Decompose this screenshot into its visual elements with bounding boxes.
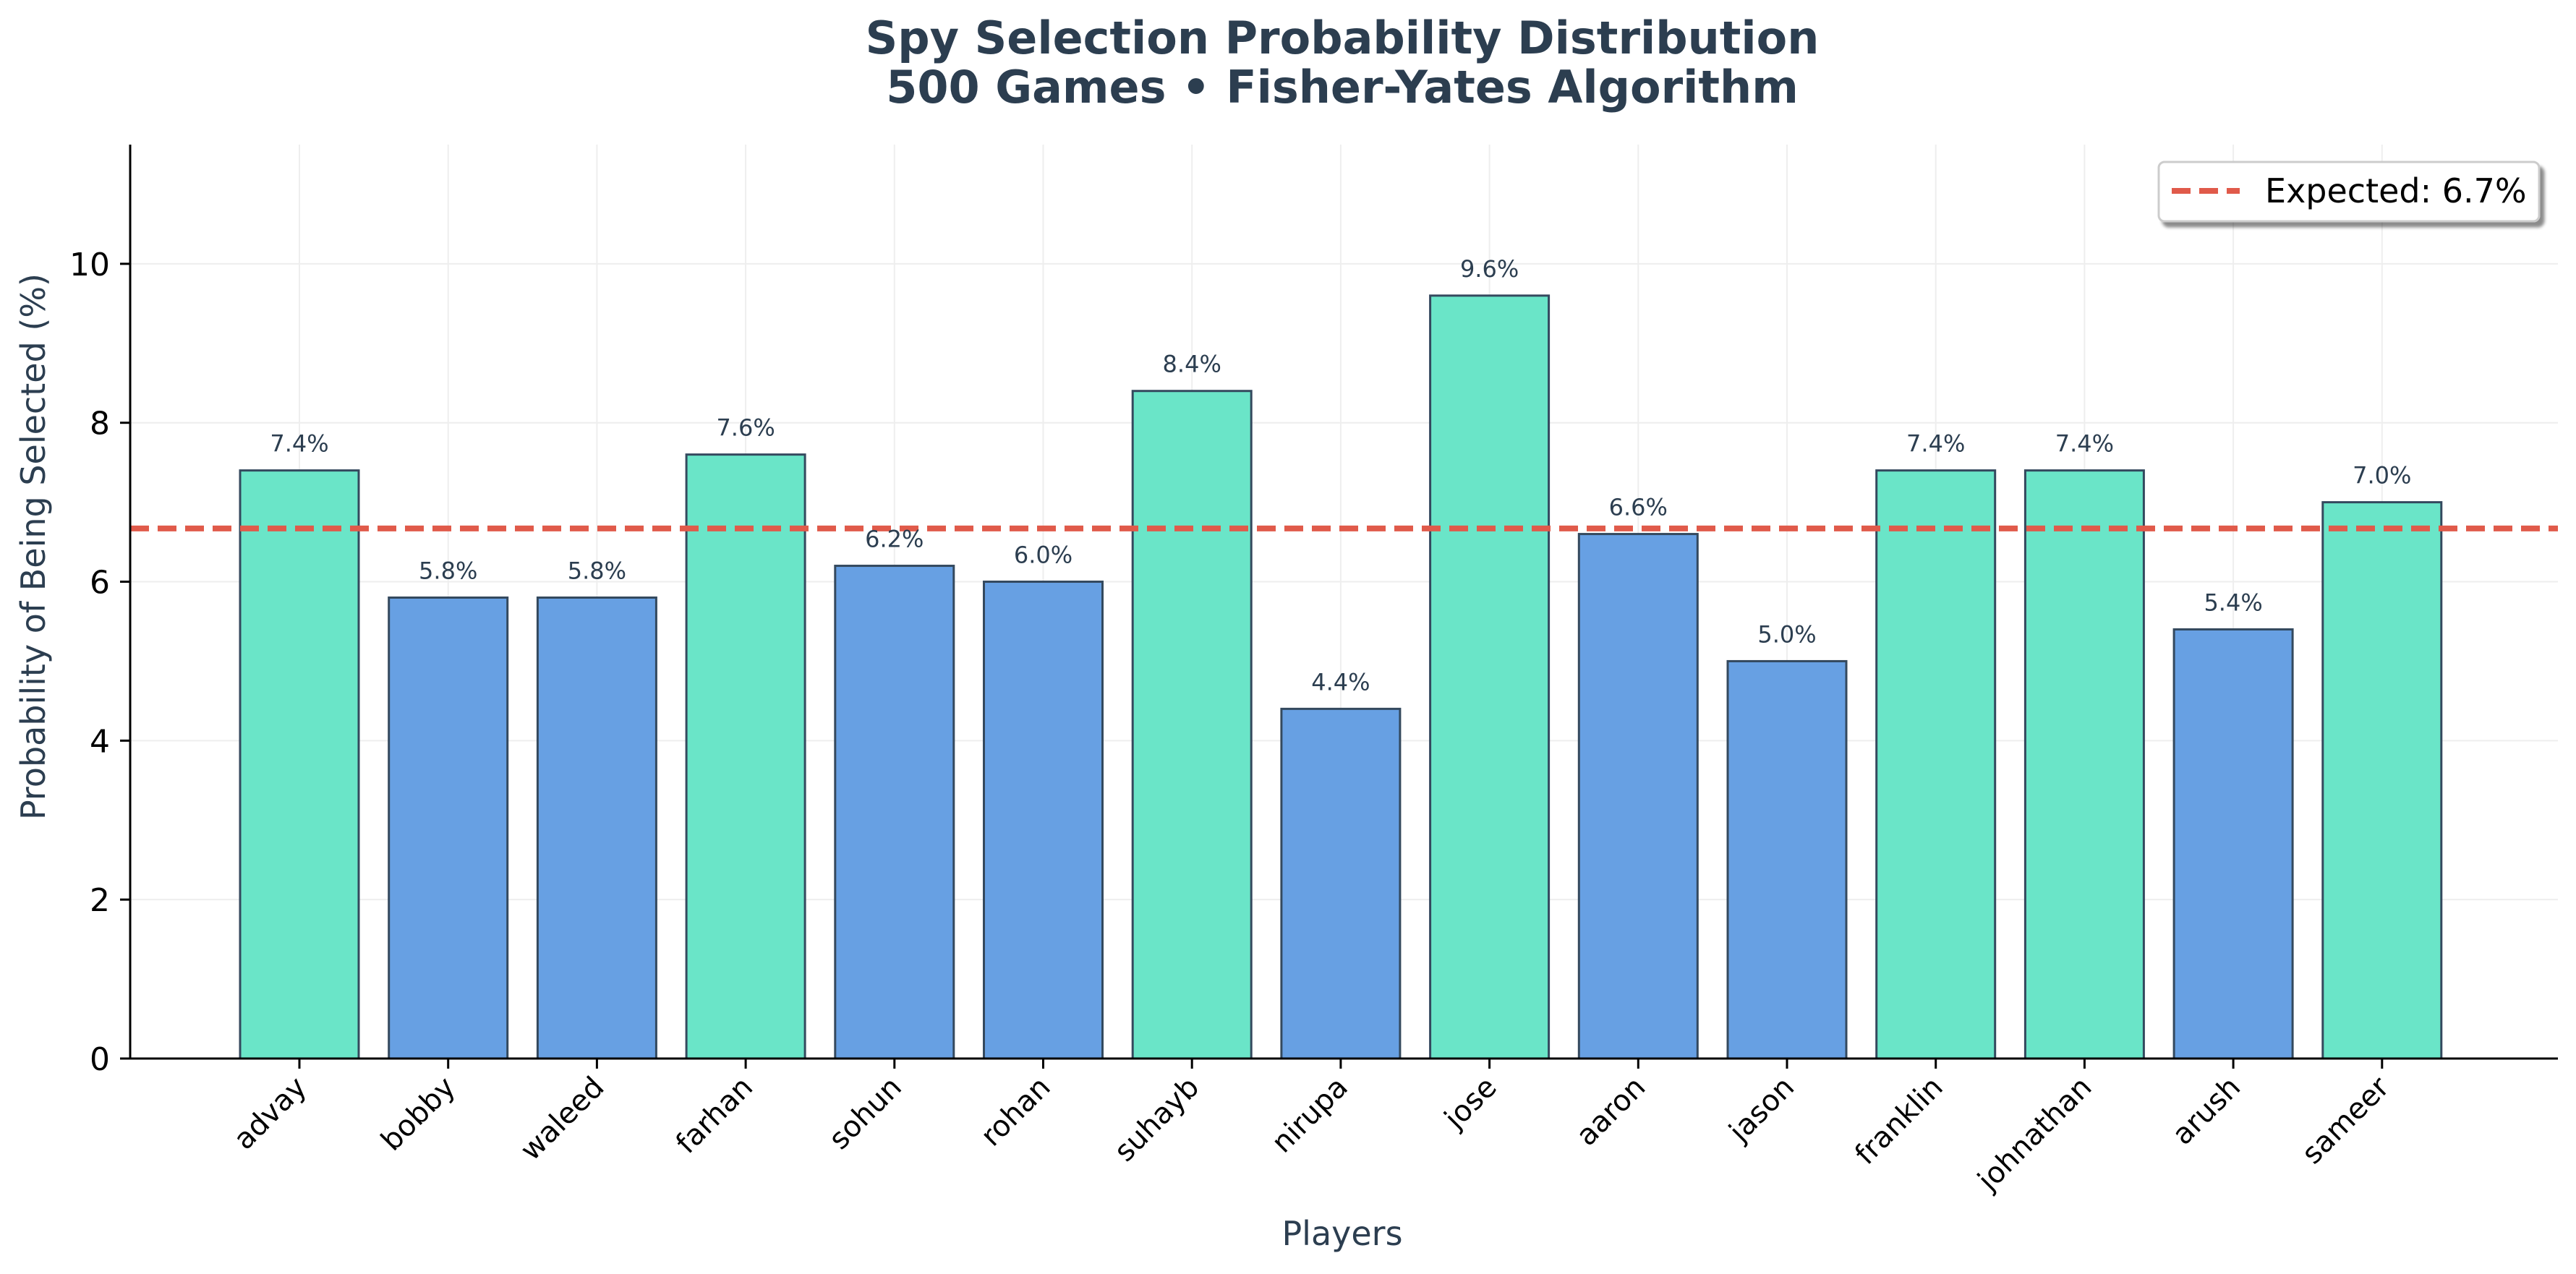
legend: Expected: 6.7% (2157, 161, 2541, 223)
y-tick-label: 8 (90, 406, 110, 443)
bar-sohun (834, 565, 955, 1060)
bar-aaron (1577, 533, 1699, 1060)
data-label-johnathan: 7.4% (2055, 430, 2114, 458)
x-tick-label-jose: jose (1438, 1071, 1504, 1137)
x-tick-label-nirupa: nirupa (1266, 1071, 1355, 1160)
y-tick-label: 0 (90, 1041, 110, 1078)
y-tick-label: 2 (90, 882, 110, 919)
data-label-rohan: 6.0% (1014, 542, 1072, 569)
bar-rohan (983, 581, 1104, 1060)
x-tick-label-rohan: rohan (975, 1071, 1057, 1153)
x-tick-label-advay: advay (227, 1071, 313, 1157)
legend-expected-label: Expected: 6.7% (2265, 171, 2527, 210)
bar-farhan (685, 453, 806, 1060)
bars (239, 294, 2443, 1060)
x-tick-label-sohun: sohun (823, 1071, 908, 1156)
data-label-bobby: 5.8% (419, 557, 477, 585)
data-label-advay: 7.4% (270, 430, 328, 458)
chart-title: Spy Selection Probability Distribution (866, 12, 1820, 64)
data-label-arush: 5.4% (2204, 589, 2262, 616)
bar-sameer (2321, 501, 2443, 1060)
bar-jason (1726, 659, 1848, 1060)
x-tick-label-arush: arush (2166, 1071, 2247, 1152)
y-tick-label: 6 (90, 565, 110, 602)
x-tick-label-johnathan: johnathan (1971, 1071, 2099, 1198)
data-label-waleed: 5.8% (568, 557, 626, 585)
x-tick-label-bobby: bobby (375, 1071, 461, 1158)
x-tick-label-aaron: aaron (1570, 1071, 1652, 1153)
x-tick-label-jason: jason (1723, 1071, 1801, 1149)
data-label-jose: 9.6% (1460, 255, 1519, 283)
x-tick-label-waleed: waleed (514, 1071, 611, 1168)
x-axis-label: Players (1281, 1214, 1402, 1253)
x-tick-label-farhan: farhan (670, 1071, 759, 1160)
x-tick-label-sameer: sameer (2295, 1070, 2396, 1171)
bar-advay (239, 469, 360, 1060)
bar-franklin (1875, 469, 1997, 1060)
y-tick-label: 4 (90, 723, 110, 760)
bar-bobby (388, 597, 509, 1060)
data-label-suhayb: 8.4% (1163, 351, 1221, 378)
data-label-farhan: 7.6% (716, 414, 775, 442)
data-label-nirupa: 4.4% (1311, 668, 1370, 696)
x-tick-label-franklin: franklin (1848, 1071, 1949, 1171)
legend-frame (2157, 161, 2541, 223)
data-label-franklin: 7.4% (1906, 430, 1965, 458)
bar-arush (2172, 628, 2294, 1060)
bar-johnathan (2023, 469, 2145, 1060)
data-label-sameer: 7.0% (2353, 462, 2411, 489)
data-labels: 7.4% 5.8% 5.8% 7.6% 6.2% 6.0% 8.4% 4.4% 9.6% 6.6%… (270, 255, 2411, 696)
chart-subtitle: 500 Games • Fisher-Yates Algorithm (886, 61, 1799, 114)
y-axis-label: Probability of Being Selected (%) (14, 273, 53, 820)
bar-jose (1429, 294, 1551, 1060)
data-label-aaron: 6.6% (1609, 494, 1668, 521)
x-tick-label-suhayb: suhayb (1108, 1071, 1206, 1168)
data-label-sohun: 6.2% (865, 526, 924, 553)
data-label-jason: 5.0% (1757, 620, 1816, 648)
y-tick-label: 10 (69, 247, 110, 283)
bar-waleed (536, 597, 657, 1060)
bar-nirupa (1280, 707, 1402, 1060)
bar-suhayb (1131, 390, 1253, 1060)
